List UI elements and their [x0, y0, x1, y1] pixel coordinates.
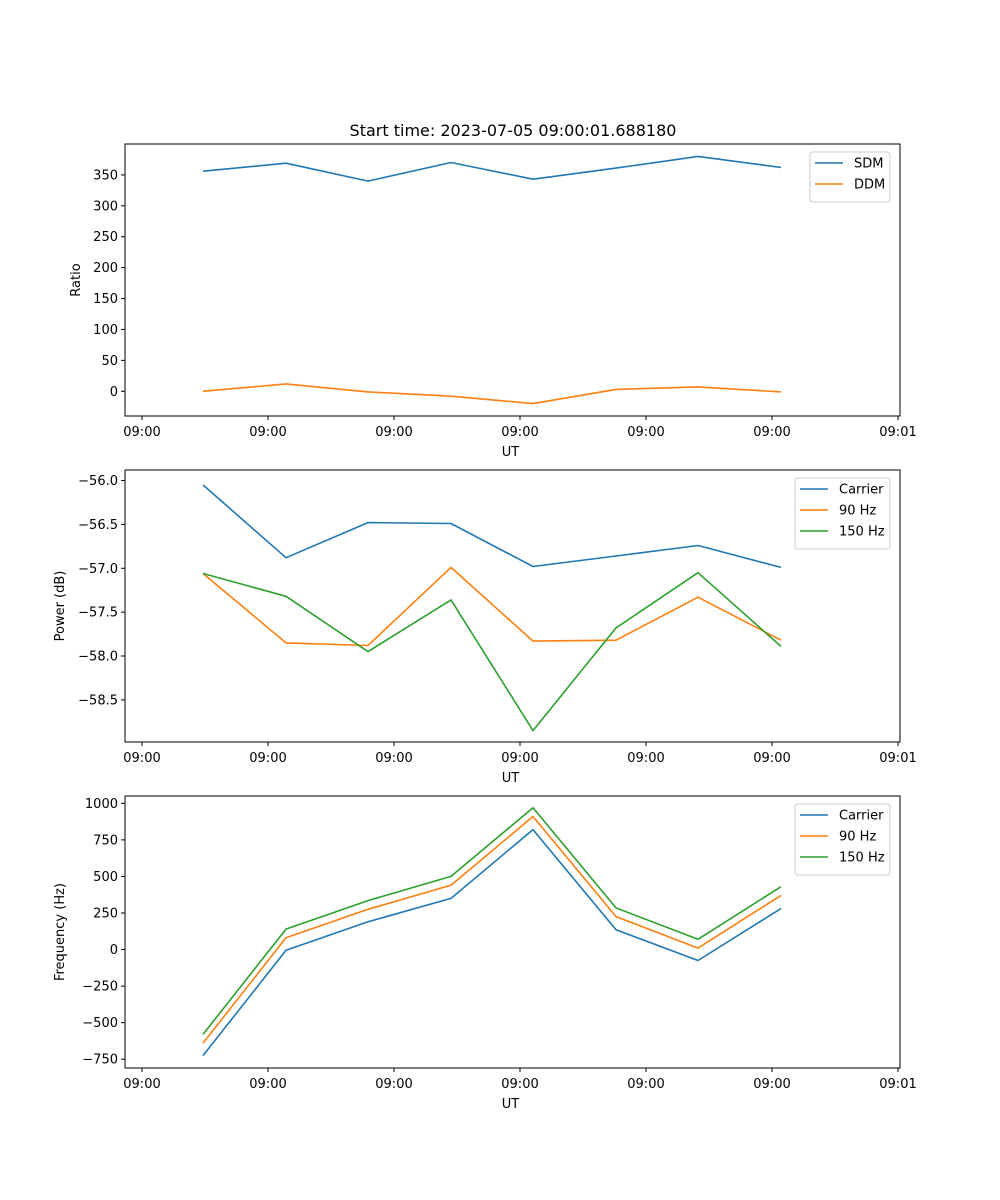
- x-tick-label: 09:00: [375, 1077, 412, 1092]
- y-tick-label: −57.0: [78, 562, 118, 577]
- legend-label: Carrier: [839, 809, 884, 824]
- y-tick-label: 1000: [85, 797, 118, 812]
- series-line-ddm: [202, 383, 782, 405]
- x-axis-label: UT: [502, 771, 520, 786]
- x-axis-label: UT: [502, 1097, 520, 1112]
- series-line-150-hz: [202, 571, 782, 732]
- y-tick-label: 750: [93, 833, 118, 848]
- legend-label: 90 Hz: [839, 830, 876, 845]
- y-tick-label: 250: [93, 906, 118, 921]
- series-line-90-hz: [202, 566, 782, 647]
- y-axis-label: Frequency (Hz): [53, 883, 68, 981]
- y-tick-label: 200: [93, 261, 118, 276]
- y-axis-label: Power (dB): [53, 571, 68, 642]
- series-line-sdm: [202, 155, 782, 182]
- x-tick-label: 09:00: [123, 751, 160, 766]
- x-tick-label: 09:00: [375, 751, 412, 766]
- y-tick-label: 500: [93, 870, 118, 885]
- y-tick-label: 350: [93, 168, 118, 183]
- y-tick-label: 150: [93, 292, 118, 307]
- y-tick-label: 0: [110, 943, 118, 958]
- axes-frame: [124, 469, 901, 743]
- x-tick-label: 09:00: [627, 751, 664, 766]
- y-tick-label: −57.5: [78, 606, 118, 621]
- axes-frame: [124, 795, 901, 1069]
- chart-panel-1: 0 50 100 150 200 250 300 350 09:00 09:00 09:00 09:0…: [69, 143, 917, 460]
- series-line-carrier: [202, 484, 782, 569]
- x-tick-label: 09:01: [879, 1077, 916, 1092]
- y-tick-label: 50: [101, 354, 118, 369]
- figure-title: Start time: 2023-07-05 09:00:01.688180: [350, 121, 677, 140]
- legend: Carrier 90 Hz 150 Hz: [794, 803, 891, 876]
- x-tick-label: 09:00: [627, 1077, 664, 1092]
- y-axis-label: Ratio: [69, 263, 84, 296]
- legend: SDM DDM: [809, 151, 891, 203]
- y-tick-label: −58.5: [78, 693, 118, 708]
- x-tick-label: 09:00: [753, 1077, 790, 1092]
- x-tick-label: 09:00: [123, 425, 160, 440]
- legend-box: [809, 151, 891, 203]
- x-tick-label: 09:00: [753, 425, 790, 440]
- x-tick-label: 09:00: [249, 1077, 286, 1092]
- x-tick-label: 09:00: [627, 425, 664, 440]
- y-tick-label: 100: [93, 323, 118, 338]
- y-tick-label: 0: [110, 385, 118, 400]
- x-tick-label: 09:01: [879, 751, 916, 766]
- y-tick-label: −750: [82, 1053, 118, 1068]
- legend-label: Carrier: [839, 483, 884, 498]
- y-tick-label: 300: [93, 199, 118, 214]
- y-tick-label: −56.0: [78, 474, 118, 489]
- x-tick-label: 09:00: [753, 751, 790, 766]
- x-tick-label: 09:01: [879, 425, 916, 440]
- chart-panel-3: 1000 750 500 250 0 −250 −500 −750 09:00 09:00 09:0…: [53, 795, 917, 1112]
- chart-panel-2: −56.0 −56.5 −57.0 −57.5 −58.0 −58.5 09:00 09:00…: [53, 469, 917, 786]
- y-tick-label: −500: [82, 1016, 118, 1031]
- axes-frame: [124, 143, 901, 417]
- legend-label: 150 Hz: [839, 525, 885, 540]
- x-tick-label: 09:00: [249, 751, 286, 766]
- series-line-150-hz: [202, 806, 782, 1035]
- x-tick-label: 09:00: [375, 425, 412, 440]
- legend-label: 90 Hz: [839, 504, 876, 519]
- y-tick-label: −58.0: [78, 650, 118, 665]
- y-tick-label: −56.5: [78, 518, 118, 533]
- series-line-carrier: [202, 828, 782, 1057]
- x-tick-label: 09:00: [501, 425, 538, 440]
- series-line-90-hz: [202, 815, 782, 1044]
- x-tick-label: 09:00: [501, 751, 538, 766]
- legend-label: SDM: [854, 157, 883, 172]
- x-tick-label: 09:00: [501, 1077, 538, 1092]
- legend: Carrier 90 Hz 150 Hz: [794, 477, 891, 550]
- panels: 0 50 100 150 200 250 300 350 09:00 09:00 09:00 09:0…: [53, 143, 917, 1112]
- y-tick-label: 250: [93, 230, 118, 245]
- x-axis-label: UT: [502, 445, 520, 460]
- x-tick-label: 09:00: [249, 425, 286, 440]
- legend-label: 150 Hz: [839, 851, 885, 866]
- y-tick-label: −250: [82, 980, 118, 995]
- legend-label: DDM: [854, 178, 885, 193]
- x-tick-label: 09:00: [123, 1077, 160, 1092]
